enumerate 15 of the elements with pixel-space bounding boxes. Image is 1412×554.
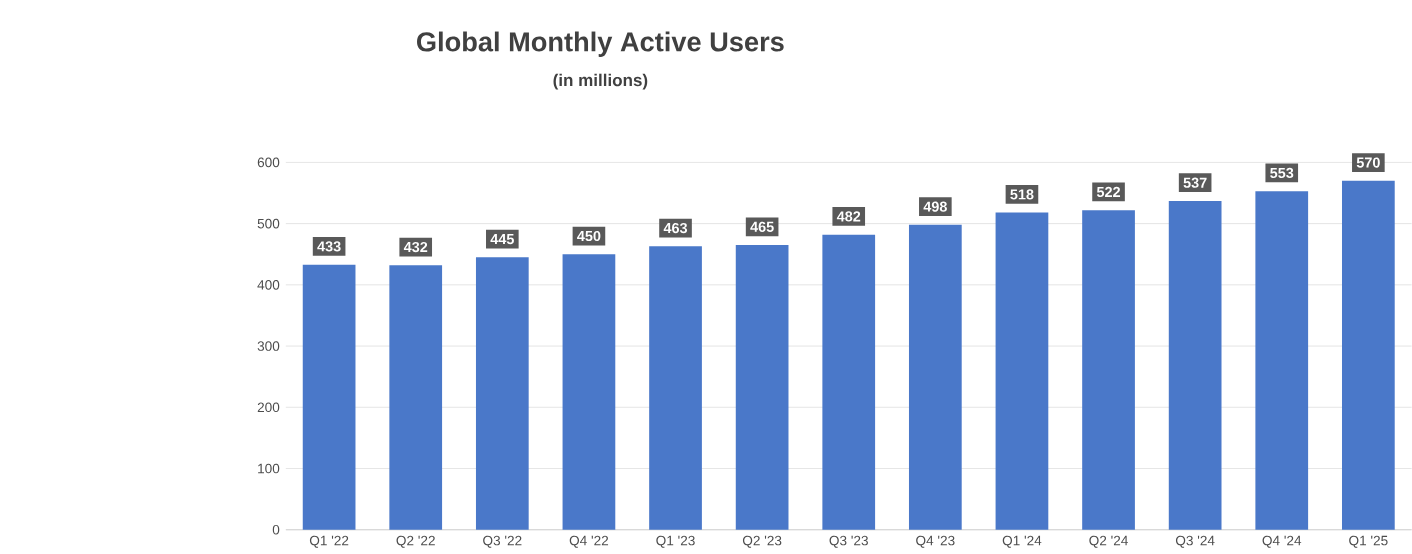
bar xyxy=(908,225,962,530)
bar xyxy=(389,265,443,530)
bar xyxy=(1168,201,1222,530)
bar xyxy=(1255,191,1309,530)
bar xyxy=(995,212,1049,530)
bar xyxy=(735,245,789,530)
bar xyxy=(1341,181,1395,530)
bar xyxy=(822,234,876,530)
chart-subtitle: (in millions) xyxy=(553,73,648,90)
bar xyxy=(302,264,356,530)
bar xyxy=(1082,210,1135,530)
bar xyxy=(562,254,616,530)
bar xyxy=(475,257,529,530)
bar xyxy=(649,246,702,530)
chart-title: Global Monthly Active Users xyxy=(417,31,784,58)
